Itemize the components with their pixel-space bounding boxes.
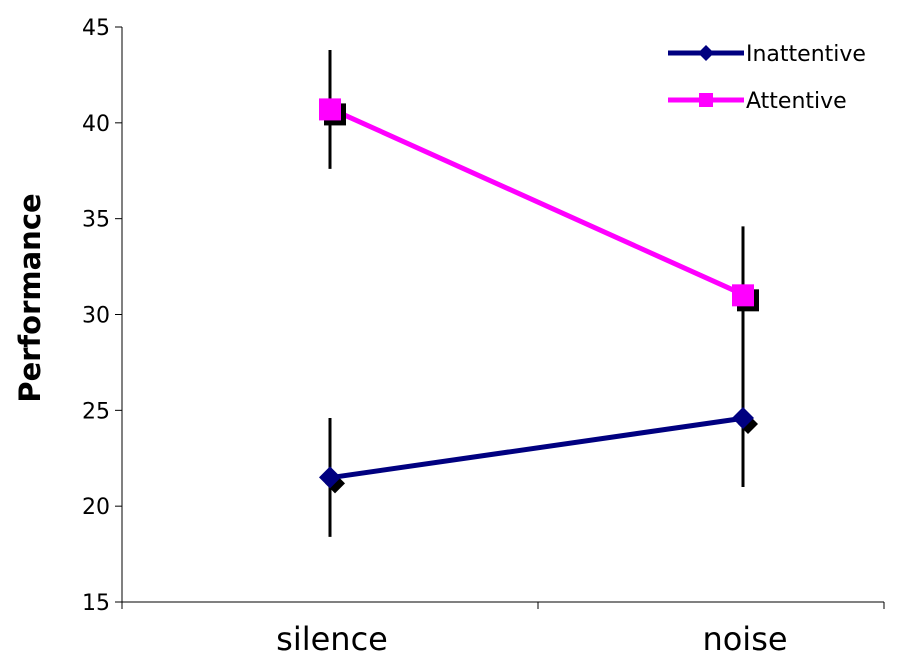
y-tick-label-15: 15 — [82, 591, 110, 616]
y-axis-label: Performance — [13, 193, 47, 402]
point-attentive-noise — [732, 284, 754, 307]
error-bars — [328, 50, 745, 537]
legend-label-attentive: Attentive — [746, 89, 847, 114]
point-attentive-silence — [319, 98, 341, 121]
axes — [121, 27, 885, 609]
x-category-label-noise: noise — [702, 620, 787, 656]
y-tick-label-35: 35 — [82, 208, 110, 233]
legend: Inattentive Attentive — [668, 42, 866, 114]
series-line-attentive — [330, 107, 747, 298]
y-tick-label-30: 30 — [82, 304, 110, 329]
legend-label-inattentive: Inattentive — [746, 42, 866, 67]
y-tick-label-45: 45 — [82, 16, 110, 41]
legend-marker-inattentive — [698, 45, 714, 61]
point-inattentive-silence — [319, 466, 341, 489]
legend-marker-attentive — [699, 93, 713, 107]
series-markers — [319, 98, 759, 494]
series-lines — [330, 107, 747, 480]
x-categories: silence noise — [276, 620, 787, 656]
y-tick-label-25: 25 — [82, 399, 110, 424]
series-line-inattentive — [331, 415, 746, 480]
y-tick-label-20: 20 — [82, 495, 110, 520]
point-inattentive-noise — [732, 407, 754, 429]
y-tick-label-40: 40 — [82, 112, 110, 137]
x-category-label-silence: silence — [276, 620, 388, 656]
y-ticks: 15 20 25 30 35 40 45 — [82, 16, 122, 616]
